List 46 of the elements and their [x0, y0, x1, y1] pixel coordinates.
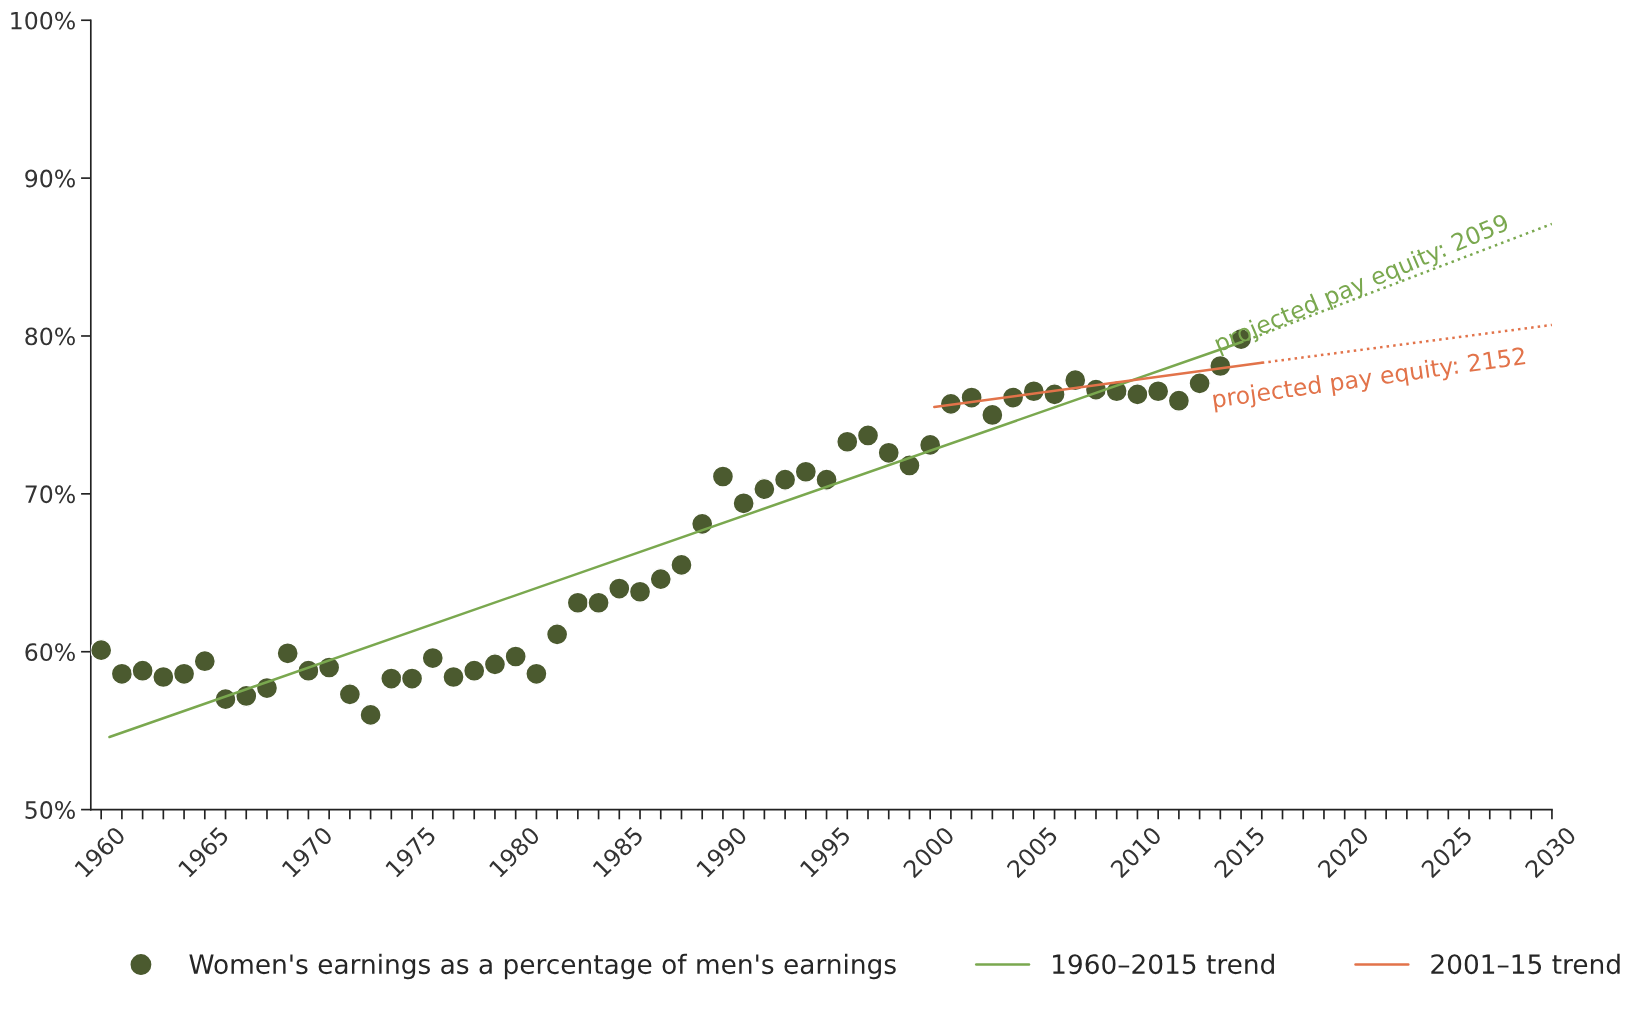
point — [359, 703, 382, 727]
point — [338, 683, 362, 706]
point — [193, 649, 217, 673]
y-tick-label: 70% — [25, 485, 75, 504]
point — [794, 460, 818, 483]
y-tick-label: 80% — [25, 327, 75, 346]
point — [400, 667, 424, 690]
point — [1126, 383, 1149, 406]
point — [276, 642, 299, 665]
point — [421, 646, 444, 670]
point — [628, 580, 652, 603]
point — [773, 468, 797, 491]
point — [1167, 389, 1191, 412]
point — [462, 659, 486, 682]
point — [753, 477, 776, 501]
point — [732, 492, 755, 515]
y-tick-label: 60% — [25, 643, 75, 662]
point — [504, 645, 527, 668]
legend-label: Women's earnings as a percentage of men's earnings — [189, 953, 896, 980]
point — [1146, 380, 1170, 403]
point — [172, 662, 196, 686]
point — [981, 403, 1004, 427]
point — [856, 424, 880, 447]
point — [670, 553, 693, 577]
point — [131, 659, 154, 682]
point — [649, 567, 672, 591]
point — [1188, 372, 1211, 395]
point — [587, 591, 610, 615]
point — [711, 465, 735, 488]
point — [442, 665, 465, 689]
point — [545, 623, 569, 646]
point — [110, 662, 134, 686]
legend-label: 2001–15 trend — [1431, 953, 1620, 975]
point — [836, 430, 859, 453]
point — [608, 577, 631, 600]
point — [566, 591, 590, 615]
y-tick-label: 100% — [11, 11, 75, 30]
point — [877, 441, 900, 465]
point — [90, 638, 113, 662]
point — [152, 665, 175, 689]
y-tick-label: 50% — [25, 801, 75, 819]
point — [525, 662, 548, 686]
point — [380, 667, 403, 690]
y-tick-label: 90% — [25, 169, 75, 188]
point — [483, 653, 507, 676]
legend-label: 1960–2015 trend — [1053, 953, 1274, 975]
